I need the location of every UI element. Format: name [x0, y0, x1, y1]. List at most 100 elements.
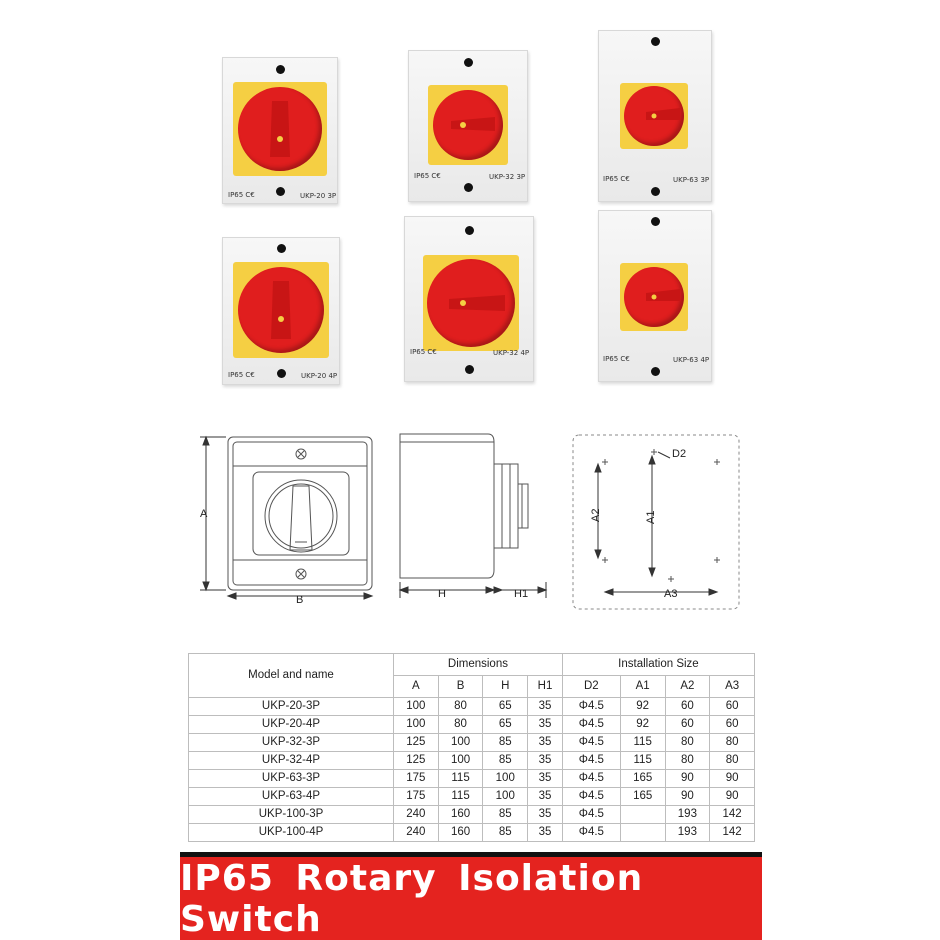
cell-d2: Φ4.5 — [561, 751, 621, 770]
cell-d2: Φ4.5 — [561, 733, 621, 752]
cell-a3: 80 — [709, 751, 755, 770]
cell-model: UKP-63-4P — [188, 787, 394, 806]
cell-a3: 60 — [709, 697, 755, 716]
cell-a3: 60 — [709, 715, 755, 734]
mounting-hole — [276, 65, 285, 74]
front-view-drawing: A B — [200, 435, 374, 604]
table-row: UKP-100-3P 240 160 85 35 Φ4.5 193 142 — [188, 805, 755, 824]
cell-h1: 35 — [527, 787, 563, 806]
certification-marks: IP65 C€ — [410, 348, 437, 356]
knob-handle-icon — [646, 289, 680, 301]
product-photo-ukp-32-3p: IP65 C€ UKP-32 3P — [408, 50, 528, 202]
cell-h: 100 — [482, 787, 529, 806]
cell-model: UKP-32-3P — [188, 733, 394, 752]
knob-handle-icon — [449, 295, 505, 311]
cell-a1: 165 — [619, 787, 666, 806]
cell-h1: 35 — [527, 733, 563, 752]
cell-b: 100 — [437, 733, 484, 752]
mounting-hole — [651, 187, 660, 196]
header-installation-size: Installation Size — [561, 653, 756, 676]
product-photo-ukp-32-4p: IP65 C€ UKP-32 4P — [404, 216, 534, 382]
table-row: UKP-32-3P 125 100 85 35 Φ4.5 115 80 80 — [188, 733, 755, 752]
dimension-label-a1: A1 — [645, 511, 657, 524]
cell-model: UKP-32-4P — [188, 751, 394, 770]
knob-handle-icon — [646, 108, 680, 120]
cell-h1: 35 — [527, 769, 563, 788]
dimension-label-h: H — [438, 588, 446, 600]
table-row: UKP-32-4P 125 100 85 35 Φ4.5 115 80 80 — [188, 751, 755, 770]
dimension-label-b: B — [296, 594, 303, 604]
cell-h: 85 — [482, 751, 529, 770]
product-photo-ukp-20-4p: IP65 C€ UKP-20 4P — [222, 237, 340, 385]
cell-a2: 90 — [664, 769, 711, 788]
model-label: UKP-32 4P — [493, 349, 530, 357]
cell-a2: 193 — [664, 805, 711, 824]
cell-a1: 165 — [619, 769, 666, 788]
header-dimensions: Dimensions — [393, 653, 563, 676]
cell-a: 175 — [393, 769, 439, 788]
cell-a3: 90 — [709, 769, 755, 788]
model-label: UKP-32 3P — [489, 173, 526, 181]
model-label: UKP-20 4P — [301, 372, 338, 380]
side-view-drawing: H H1 — [398, 433, 548, 600]
cell-model: UKP-100-3P — [188, 805, 394, 824]
cell-b: 115 — [437, 769, 484, 788]
cell-a3: 80 — [709, 733, 755, 752]
column-header: A3 — [709, 675, 755, 698]
cell-a: 125 — [393, 751, 439, 770]
cell-a3: 142 — [709, 805, 755, 824]
cell-a2: 80 — [664, 751, 711, 770]
column-header: H1 — [527, 675, 563, 698]
cell-a3: 142 — [709, 823, 755, 842]
cell-h: 65 — [482, 697, 529, 716]
model-label: UKP-20 3P — [300, 192, 337, 200]
mounting-hole — [651, 217, 660, 226]
cell-b: 160 — [437, 823, 484, 842]
cell-b: 160 — [437, 805, 484, 824]
model-label: UKP-63 3P — [673, 176, 710, 184]
table-body: UKP-20-3P 100 80 65 35 Φ4.5 92 60 60 UKP-20-4P 100… — [188, 697, 755, 842]
cell-a1: 92 — [619, 697, 666, 716]
knob-handle-icon — [270, 101, 290, 157]
cell-model: UKP-20-3P — [188, 697, 394, 716]
mounting-hole — [277, 369, 286, 378]
knob-handle-icon — [271, 281, 291, 339]
column-header: D2 — [561, 675, 621, 698]
cell-a1: 115 — [619, 751, 666, 770]
certification-marks: IP65 C€ — [603, 355, 630, 363]
cell-d2: Φ4.5 — [561, 697, 621, 716]
mounting-hole — [651, 367, 660, 376]
cell-a1: 115 — [619, 733, 666, 752]
cell-model: UKP-63-3P — [188, 769, 394, 788]
cell-d2: Φ4.5 — [561, 805, 621, 824]
mounting-hole — [465, 365, 474, 374]
installation-layout-drawing: D2 A2 A1 A3 — [572, 434, 740, 610]
table-row: UKP-100-4P 240 160 85 35 Φ4.5 193 142 — [188, 823, 755, 842]
cell-h1: 35 — [527, 805, 563, 824]
model-label: UKP-63 4P — [673, 356, 710, 364]
certification-marks: IP65 C€ — [414, 172, 441, 180]
cell-h1: 35 — [527, 823, 563, 842]
cell-a: 100 — [393, 715, 439, 734]
column-header: A2 — [664, 675, 711, 698]
certification-marks: IP65 C€ — [603, 175, 630, 183]
cell-a2: 60 — [664, 697, 711, 716]
mounting-hole — [464, 183, 473, 192]
dimension-label-h1: H1 — [514, 588, 528, 600]
cell-b: 80 — [437, 715, 484, 734]
mounting-hole — [464, 58, 473, 67]
cell-h1: 35 — [527, 715, 563, 734]
cell-a1 — [619, 823, 666, 842]
table-row: UKP-20-3P 100 80 65 35 Φ4.5 92 60 60 — [188, 697, 755, 716]
cell-h: 65 — [482, 715, 529, 734]
dimension-label-a2: A2 — [590, 509, 602, 522]
cell-h: 85 — [482, 733, 529, 752]
table-row: UKP-20-4P 100 80 65 35 Φ4.5 92 60 60 — [188, 715, 755, 734]
cell-b: 80 — [437, 697, 484, 716]
cell-a: 125 — [393, 733, 439, 752]
cell-h: 100 — [482, 769, 529, 788]
cell-a: 240 — [393, 805, 439, 824]
cell-d2: Φ4.5 — [561, 823, 621, 842]
cell-d2: Φ4.5 — [561, 787, 621, 806]
cell-a1: 92 — [619, 715, 666, 734]
